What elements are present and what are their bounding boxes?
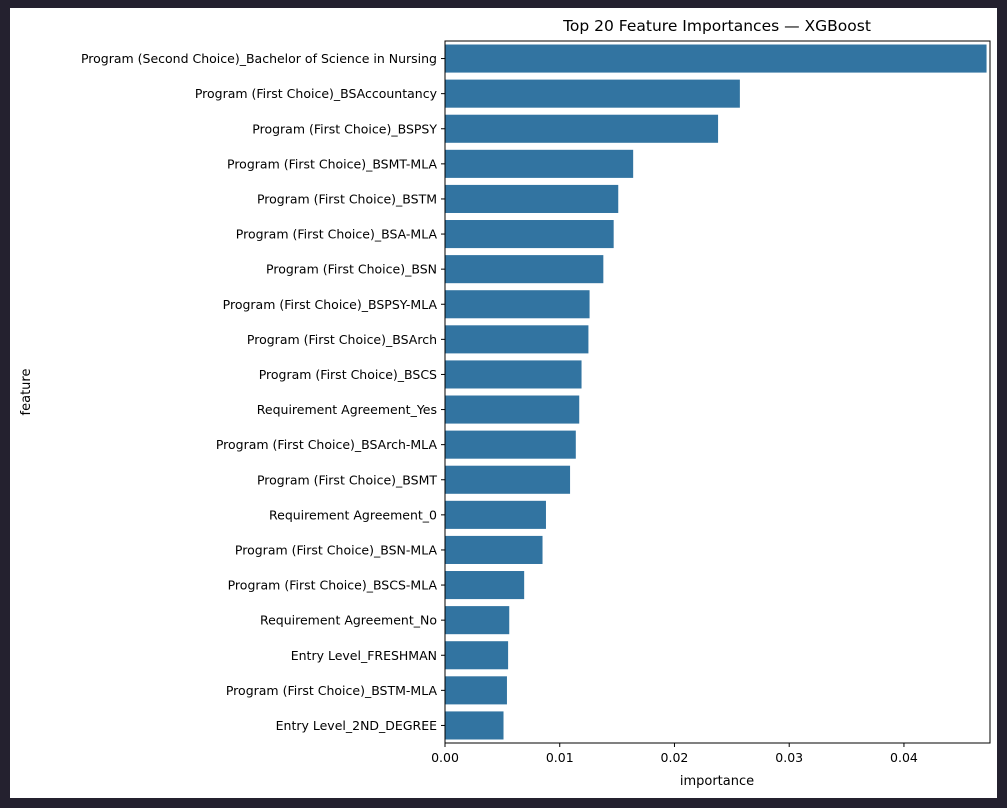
x-tick-label: 0.00: [431, 750, 459, 765]
bar: [445, 395, 580, 424]
bar-chart: Top 20 Feature Importances — XGBoost Pro…: [19, 17, 991, 789]
y-tick-label: Program (First Choice)_BSArch: [247, 332, 437, 347]
y-axis-label: feature: [19, 369, 34, 416]
y-tick-labels: Program (Second Choice)_Bachelor of Scie…: [81, 51, 445, 733]
bar: [445, 79, 740, 108]
bar: [445, 360, 582, 389]
y-tick-label: Program (First Choice)_BSCS: [259, 367, 437, 382]
bar: [445, 606, 510, 635]
x-tick-label: 0.03: [775, 750, 803, 765]
y-tick-label: Requirement Agreement_No: [260, 613, 437, 628]
bar: [445, 465, 571, 494]
bar: [445, 184, 619, 213]
chart-figure: Top 20 Feature Importances — XGBoost Pro…: [10, 8, 997, 798]
y-tick-label: Program (First Choice)_BSPSY: [252, 121, 437, 136]
bar: [445, 571, 525, 600]
y-tick-label: Entry Level_2ND_DEGREE: [276, 718, 437, 733]
y-tick-label: Entry Level_FRESHMAN: [291, 648, 437, 663]
y-tick-label: Program (First Choice)_BSN-MLA: [235, 542, 438, 557]
y-tick-label: Program (First Choice)_BSA-MLA: [236, 227, 438, 242]
plot-frame: [444, 40, 991, 744]
y-tick-label: Program (First Choice)_BSCS-MLA: [228, 578, 438, 593]
bar: [445, 220, 614, 249]
bar: [445, 676, 507, 705]
bar: [445, 641, 509, 670]
y-tick-label: Program (First Choice)_BSN: [266, 262, 437, 277]
bar: [445, 430, 576, 459]
x-axis-label: importance: [680, 774, 754, 789]
chart-title: Top 20 Feature Importances — XGBoost: [562, 17, 871, 35]
bar: [445, 325, 589, 354]
y-tick-label: Program (First Choice)_BSTM: [257, 191, 437, 206]
y-tick-label: Program (First Choice)_BSTM-MLA: [226, 683, 438, 698]
bars-group: [445, 44, 987, 740]
y-tick-label: Program (First Choice)_BSAccountancy: [195, 86, 438, 101]
x-tick-label: 0.04: [890, 750, 918, 765]
x-tick-label: 0.02: [661, 750, 689, 765]
bar: [445, 44, 987, 73]
bar: [445, 149, 634, 178]
y-tick-label: Program (First Choice)_BSMT: [257, 472, 437, 487]
bar: [445, 290, 590, 319]
bar: [445, 535, 543, 564]
y-tick-label: Program (First Choice)_BSArch-MLA: [216, 437, 438, 452]
y-tick-label: Requirement Agreement_0: [269, 507, 437, 522]
bar: [445, 500, 546, 529]
y-tick-label: Program (First Choice)_BSPSY-MLA: [223, 297, 438, 312]
x-ticks: 0.00 0.01 0.02 0.03 0.04: [431, 743, 918, 765]
bar: [445, 711, 504, 740]
bar: [445, 114, 719, 143]
y-tick-label: Program (Second Choice)_Bachelor of Scie…: [81, 51, 437, 66]
y-tick-label: Program (First Choice)_BSMT-MLA: [227, 156, 437, 171]
y-tick-label: Requirement Agreement_Yes: [257, 402, 437, 417]
x-tick-label: 0.01: [546, 750, 574, 765]
bar: [445, 255, 604, 284]
